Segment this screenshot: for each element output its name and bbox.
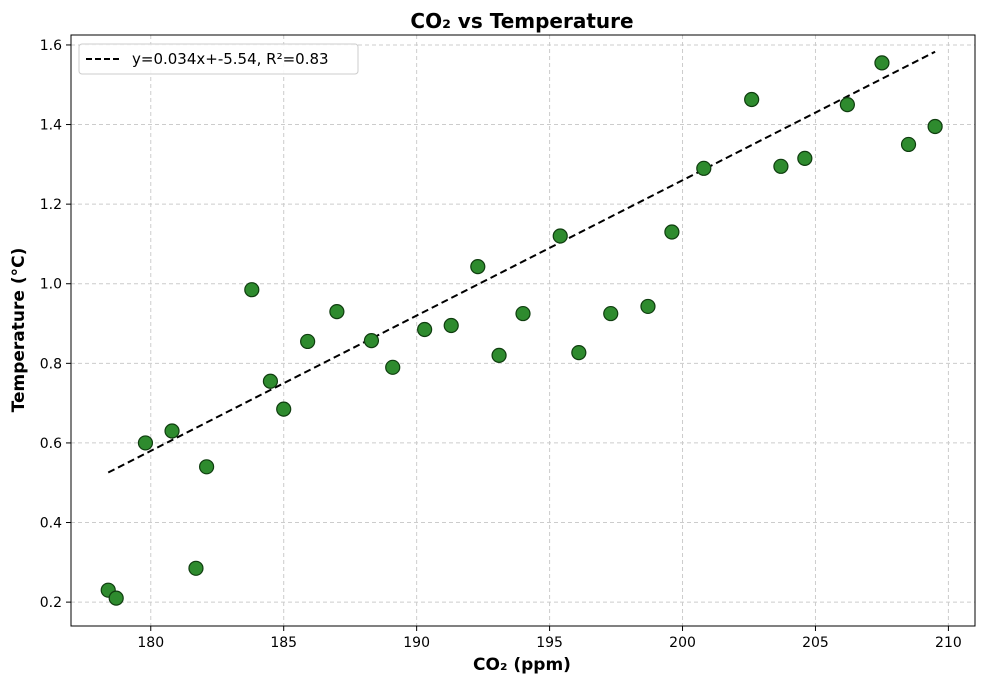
data-point — [744, 91, 760, 108]
x-tick-label: 190 — [403, 635, 430, 651]
x-axis-ticks: 180 185 190 195 200 205 210 — [137, 626, 962, 651]
data-point — [164, 423, 180, 439]
data-point — [188, 560, 204, 576]
data-point — [664, 224, 680, 240]
data-point — [900, 136, 917, 153]
grid — [71, 35, 975, 626]
trend-line-group — [107, 50, 936, 474]
y-tick-label: 0.6 — [40, 436, 62, 452]
y-tick-label: 0.8 — [40, 356, 62, 372]
y-tick-label: 1.2 — [40, 197, 62, 213]
x-axis-label: CO₂ (ppm) — [473, 655, 571, 675]
data-point — [515, 305, 531, 322]
y-tick-label: 1.6 — [40, 38, 62, 54]
data-point — [552, 228, 568, 244]
data-point — [491, 347, 507, 363]
legend: y=0.034x+-5.54, R²=0.83 — [78, 43, 359, 75]
y-tick-label: 1.0 — [40, 277, 62, 293]
data-point — [603, 305, 619, 322]
data-point — [300, 333, 316, 350]
data-point — [329, 303, 345, 320]
x-tick-label: 200 — [669, 635, 696, 651]
data-point — [443, 317, 459, 334]
legend-label: y=0.034x+-5.54, R²=0.83 — [132, 50, 329, 68]
data-point — [276, 401, 292, 417]
data-point — [137, 435, 154, 451]
data-points — [100, 55, 943, 606]
data-point — [470, 259, 486, 275]
data-point — [363, 333, 380, 349]
data-point — [640, 298, 656, 315]
data-point — [385, 359, 401, 375]
x-tick-label: 195 — [536, 635, 563, 651]
x-tick-label: 205 — [802, 635, 829, 651]
data-point — [244, 282, 260, 298]
data-point — [797, 150, 813, 166]
data-point — [199, 459, 215, 475]
x-tick-label: 185 — [270, 635, 297, 651]
y-tick-label: 0.4 — [40, 516, 62, 532]
chart-title: CO₂ vs Temperature — [410, 9, 633, 33]
data-point — [839, 97, 855, 113]
data-point — [696, 160, 712, 176]
y-axis-label: Temperature (°C) — [9, 248, 29, 413]
data-point — [262, 373, 279, 389]
data-point — [874, 55, 890, 71]
data-point — [571, 344, 587, 361]
data-point — [773, 158, 789, 174]
x-tick-label: 180 — [137, 635, 164, 651]
trend-line — [107, 50, 936, 474]
y-axis-ticks: 0.2 0.4 0.6 0.8 1.0 1.2 1.4 1.6 — [40, 38, 71, 611]
y-tick-label: 1.4 — [40, 118, 62, 134]
data-point — [108, 590, 124, 606]
y-tick-label: 0.2 — [40, 595, 62, 611]
data-point — [417, 321, 433, 338]
plot-frame — [70, 34, 976, 627]
data-point — [927, 118, 943, 135]
legend-box — [78, 43, 359, 75]
x-tick-label: 210 — [935, 635, 962, 651]
